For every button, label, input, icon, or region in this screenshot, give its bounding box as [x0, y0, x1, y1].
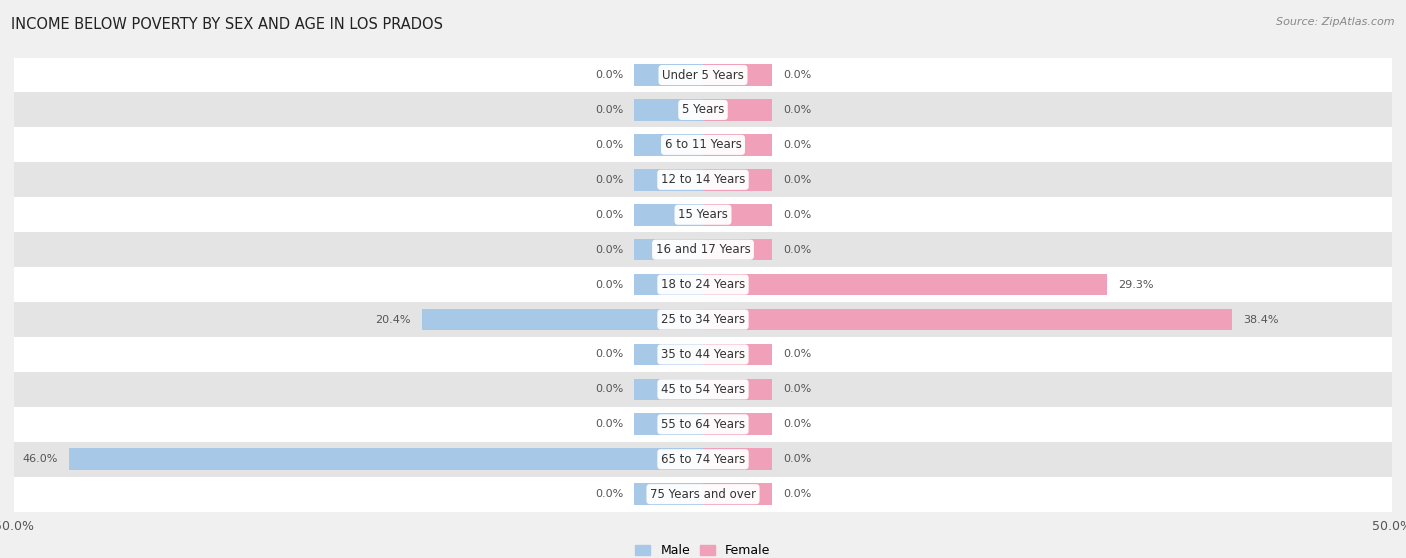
Text: 0.0%: 0.0% — [783, 70, 811, 80]
Text: 0.0%: 0.0% — [783, 175, 811, 185]
Bar — [634, 134, 703, 156]
Text: 18 to 24 Years: 18 to 24 Years — [661, 278, 745, 291]
Text: 65 to 74 Years: 65 to 74 Years — [661, 453, 745, 466]
Text: 0.0%: 0.0% — [595, 489, 623, 499]
Text: 0.0%: 0.0% — [595, 244, 623, 254]
Bar — [14, 57, 1392, 93]
Bar — [634, 378, 703, 400]
Bar — [634, 413, 703, 435]
Bar — [14, 442, 1392, 477]
Text: 0.0%: 0.0% — [783, 349, 811, 359]
Bar — [703, 204, 772, 225]
Bar — [14, 337, 1392, 372]
Bar — [14, 162, 1392, 198]
Bar — [703, 134, 772, 156]
Text: 0.0%: 0.0% — [595, 175, 623, 185]
Bar — [703, 483, 772, 505]
Bar — [703, 449, 772, 470]
Text: 5 Years: 5 Years — [682, 103, 724, 117]
Bar — [14, 477, 1392, 512]
Bar — [14, 372, 1392, 407]
Bar — [703, 239, 772, 261]
Text: 0.0%: 0.0% — [595, 280, 623, 290]
Bar — [703, 378, 772, 400]
Bar — [634, 344, 703, 365]
Text: 38.4%: 38.4% — [1243, 315, 1278, 325]
Text: 6 to 11 Years: 6 to 11 Years — [665, 138, 741, 151]
Bar — [703, 169, 772, 191]
Legend: Male, Female: Male, Female — [630, 539, 776, 558]
Text: 29.3%: 29.3% — [1118, 280, 1153, 290]
Text: 75 Years and over: 75 Years and over — [650, 488, 756, 501]
Bar — [14, 302, 1392, 337]
Bar — [14, 127, 1392, 162]
Text: 0.0%: 0.0% — [783, 489, 811, 499]
Bar — [703, 274, 1107, 295]
Text: 12 to 14 Years: 12 to 14 Years — [661, 174, 745, 186]
Bar — [703, 413, 772, 435]
Text: 16 and 17 Years: 16 and 17 Years — [655, 243, 751, 256]
Bar — [703, 309, 1232, 330]
Bar — [14, 198, 1392, 232]
Text: 0.0%: 0.0% — [783, 419, 811, 429]
Bar — [69, 449, 703, 470]
Text: 46.0%: 46.0% — [22, 454, 58, 464]
Text: 0.0%: 0.0% — [783, 210, 811, 220]
Text: 0.0%: 0.0% — [595, 384, 623, 395]
Bar — [14, 267, 1392, 302]
Text: 55 to 64 Years: 55 to 64 Years — [661, 418, 745, 431]
Bar — [634, 169, 703, 191]
Text: 45 to 54 Years: 45 to 54 Years — [661, 383, 745, 396]
Bar — [703, 64, 772, 86]
Bar — [703, 344, 772, 365]
Text: 20.4%: 20.4% — [375, 315, 411, 325]
Text: 0.0%: 0.0% — [595, 140, 623, 150]
Text: 0.0%: 0.0% — [783, 454, 811, 464]
Bar — [634, 483, 703, 505]
Bar — [14, 93, 1392, 127]
Text: 0.0%: 0.0% — [783, 105, 811, 115]
Bar — [634, 239, 703, 261]
Text: 0.0%: 0.0% — [783, 384, 811, 395]
Text: 0.0%: 0.0% — [783, 140, 811, 150]
Text: 0.0%: 0.0% — [595, 210, 623, 220]
Text: Source: ZipAtlas.com: Source: ZipAtlas.com — [1277, 17, 1395, 27]
Bar — [422, 309, 703, 330]
Text: 0.0%: 0.0% — [783, 244, 811, 254]
Text: 0.0%: 0.0% — [595, 70, 623, 80]
Text: 0.0%: 0.0% — [595, 419, 623, 429]
Text: 15 Years: 15 Years — [678, 208, 728, 221]
Bar — [634, 204, 703, 225]
Text: 35 to 44 Years: 35 to 44 Years — [661, 348, 745, 361]
Text: 25 to 34 Years: 25 to 34 Years — [661, 313, 745, 326]
Bar — [634, 274, 703, 295]
Text: Under 5 Years: Under 5 Years — [662, 69, 744, 81]
Text: 0.0%: 0.0% — [595, 349, 623, 359]
Text: INCOME BELOW POVERTY BY SEX AND AGE IN LOS PRADOS: INCOME BELOW POVERTY BY SEX AND AGE IN L… — [11, 17, 443, 32]
Bar — [703, 99, 772, 121]
Bar — [14, 232, 1392, 267]
Bar — [634, 99, 703, 121]
Bar — [14, 407, 1392, 442]
Text: 0.0%: 0.0% — [595, 105, 623, 115]
Bar — [634, 64, 703, 86]
